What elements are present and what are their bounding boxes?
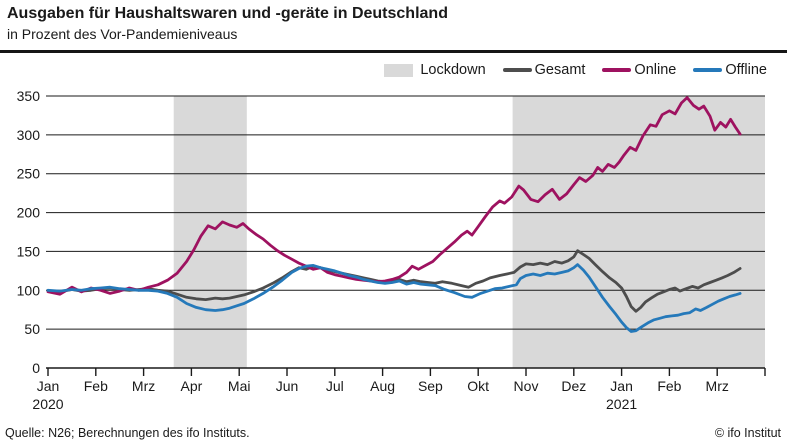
x-tick-label: Jan xyxy=(37,378,60,394)
series-line-online xyxy=(46,96,742,296)
x-tick-label: Apr xyxy=(181,378,203,394)
x-year-label: 2020 xyxy=(32,396,63,412)
y-tick-label: 350 xyxy=(17,88,41,104)
y-tick-label: 0 xyxy=(32,360,40,376)
x-tick-label: Dez xyxy=(561,378,586,394)
y-tick-label: 150 xyxy=(17,243,41,259)
series-lines xyxy=(46,96,742,333)
legend-item-lockdown: Lockdown xyxy=(384,62,486,78)
x-tick-label: Mrz xyxy=(706,378,729,394)
legend-item-offline: Offline xyxy=(693,62,767,78)
legend-label-offline: Offline xyxy=(725,62,767,78)
x-tick-label: Nov xyxy=(514,378,539,394)
legend-label-online: Online xyxy=(634,62,677,78)
x-tick-label: Jan xyxy=(610,378,633,394)
offline-line-swatch xyxy=(693,68,723,72)
y-tick-label: 100 xyxy=(17,282,41,298)
header-rule xyxy=(0,50,787,53)
x-tick-label: Jul xyxy=(326,378,344,394)
x-year-label: 2021 xyxy=(606,396,637,412)
source-row: Quelle: N26; Berechnungen des ifo Instit… xyxy=(5,426,781,440)
legend: Lockdown Gesamt Online Offline xyxy=(384,62,767,78)
online-line-swatch xyxy=(602,68,632,72)
legend-label-gesamt: Gesamt xyxy=(534,62,586,78)
x-tick-label: Jun xyxy=(276,378,299,394)
x-tick-label: Aug xyxy=(370,378,395,394)
y-tick-label: 250 xyxy=(17,166,41,182)
page-subtitle: in Prozent des Vor-Pandemieniveaus xyxy=(7,25,238,42)
lockdown-bands xyxy=(173,96,765,368)
page-title: Ausgaben für Haushaltswaren und -geräte … xyxy=(7,5,448,22)
y-tick-label: 50 xyxy=(24,321,40,337)
chart-header: Ausgaben für Haushaltswaren und -geräte … xyxy=(7,4,780,42)
source-text: Quelle: N26; Berechnungen des ifo Instit… xyxy=(5,426,250,440)
x-axis-labels: Jan Feb Mrz Apr Mai Jun Jul Aug Sep Okt Nov Dez Jan F… xyxy=(32,378,728,412)
legend-item-online: Online xyxy=(602,62,676,78)
gesamt-line-swatch xyxy=(502,68,532,72)
x-tick-label: Mrz xyxy=(132,378,155,394)
y-tick-label: 200 xyxy=(17,205,41,221)
series-line-gesamt xyxy=(46,249,742,313)
x-tick-label: Feb xyxy=(84,378,108,394)
copyright-text: © ifo Institut xyxy=(714,426,781,440)
x-tick-label: Okt xyxy=(467,378,489,394)
y-axis-labels: 0 50 100 150 200 250 300 350 xyxy=(17,88,41,376)
legend-item-gesamt: Gesamt xyxy=(502,62,586,78)
legend-label-lockdown: Lockdown xyxy=(420,62,486,78)
series-line-offline xyxy=(46,263,742,333)
lockdown-swatch xyxy=(384,63,414,77)
x-tick-label: Mai xyxy=(228,378,251,394)
y-tick-label: 300 xyxy=(17,127,41,143)
x-tick-label: Feb xyxy=(657,378,681,394)
lockdown-band xyxy=(173,96,247,368)
x-tick-label: Sep xyxy=(418,378,443,394)
